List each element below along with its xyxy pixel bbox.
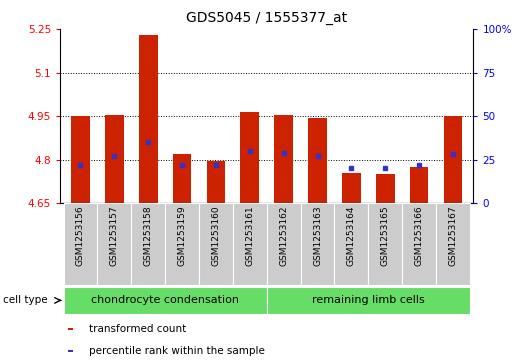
Bar (241, 112, 259, 203)
Bar (267, 203, 301, 285)
Text: GSM1253158: GSM1253158 (144, 206, 153, 266)
Title: GDS5045 / 1555377_at: GDS5045 / 1555377_at (186, 11, 347, 25)
Bar (63, 203, 97, 285)
Bar (199, 203, 233, 285)
Text: GSM1253157: GSM1253157 (110, 206, 119, 266)
Text: GSM1253163: GSM1253163 (313, 206, 322, 266)
Bar (97, 203, 131, 285)
Bar (105, 115, 123, 203)
Text: remaining limb cells: remaining limb cells (312, 295, 425, 305)
Bar (368, 203, 402, 285)
Bar (207, 161, 225, 203)
Bar (275, 115, 293, 203)
Bar (436, 203, 470, 285)
Text: transformed count: transformed count (89, 324, 186, 334)
Bar (308, 118, 327, 203)
Text: cell type: cell type (3, 295, 47, 305)
Text: GSM1253167: GSM1253167 (449, 206, 458, 266)
Bar (63, 287, 267, 314)
Text: GSM1253161: GSM1253161 (245, 206, 254, 266)
Bar (233, 203, 267, 285)
Bar (173, 154, 191, 203)
Text: GSM1253164: GSM1253164 (347, 206, 356, 266)
Text: GSM1253156: GSM1253156 (76, 206, 85, 266)
Text: GSM1253159: GSM1253159 (178, 206, 187, 266)
Text: GSM1253165: GSM1253165 (381, 206, 390, 266)
Bar (444, 116, 462, 203)
Text: chondrocyte condensation: chondrocyte condensation (91, 295, 239, 305)
Bar (131, 203, 165, 285)
Text: GSM1253162: GSM1253162 (279, 206, 288, 266)
Bar (301, 203, 335, 285)
Bar (410, 167, 428, 203)
Bar (342, 173, 361, 203)
Text: GSM1253160: GSM1253160 (211, 206, 220, 266)
Text: GSM1253166: GSM1253166 (415, 206, 424, 266)
Bar (267, 287, 470, 314)
Text: percentile rank within the sample: percentile rank within the sample (89, 346, 265, 356)
Bar (165, 203, 199, 285)
Bar (335, 203, 368, 285)
Bar (69, 328, 73, 330)
Bar (69, 350, 73, 352)
Bar (402, 203, 436, 285)
Bar (139, 35, 157, 203)
Bar (71, 116, 90, 203)
Bar (376, 174, 394, 203)
